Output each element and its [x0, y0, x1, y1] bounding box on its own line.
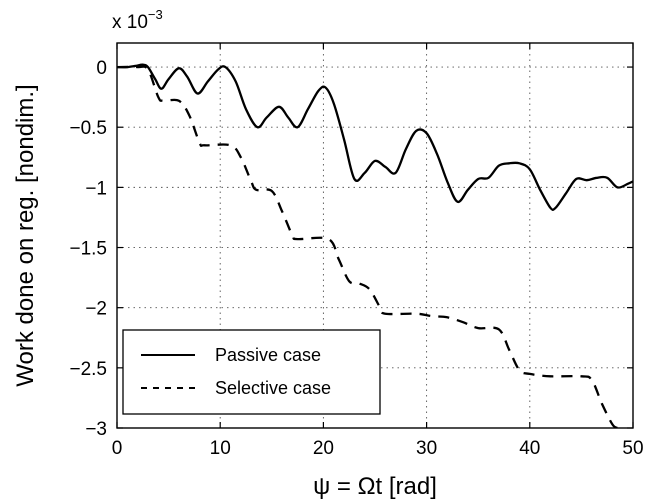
legend-entry-selective: Selective case [215, 378, 331, 398]
grid [117, 43, 633, 428]
series-line-passive [117, 63, 633, 211]
x-tick-label: 20 [313, 438, 334, 459]
legend-box [122, 329, 381, 415]
x-tick-label: 50 [622, 438, 643, 459]
x-tick-label: 0 [112, 438, 123, 459]
y-tick-label: −2 [85, 299, 107, 320]
y-tick-label: −1.5 [69, 239, 107, 260]
x-tick-label: 40 [519, 438, 540, 459]
y-exponent-label: x 10−3 [112, 7, 163, 33]
plot-frame [116, 42, 634, 429]
y-axis-label: Work done on reg. [nondim.] [12, 84, 39, 386]
x-axis-label: ψ = Ωt [rad] [313, 473, 437, 500]
y-tick-label: −3 [85, 419, 107, 440]
y-tick-label: −2.5 [69, 359, 107, 380]
legend-entry-passive: Passive case [215, 345, 321, 365]
legend: Passive case Selective case [122, 329, 381, 415]
x-tick-label: 30 [416, 438, 437, 459]
y-tick-label: −1 [85, 178, 107, 199]
x-tick-label: 10 [210, 438, 231, 459]
series-line-selective [117, 65, 619, 428]
y-tick-label: −0.5 [69, 118, 107, 139]
series [117, 63, 633, 428]
y-tick-label: 0 [96, 58, 107, 79]
axis-ticks: 0 10 20 30 40 50 0 −0.5 −1 −1.5 −2 −2.5 −3 [69, 43, 644, 459]
